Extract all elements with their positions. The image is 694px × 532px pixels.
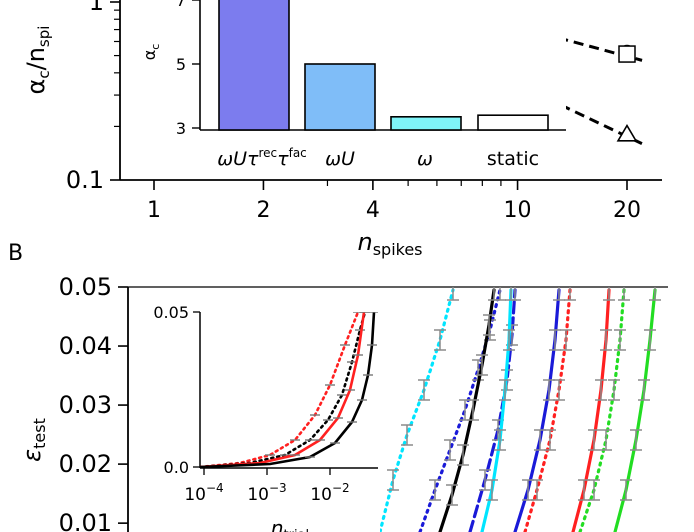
- panel-a-xtick-label-2: 4: [366, 198, 380, 223]
- panel-b: B 0.010.020.030.040.05 εtest 0.00.0510−4…: [8, 241, 668, 532]
- inset-b-xlabel-main: n: [271, 516, 284, 532]
- panel-a-inset-bar-chart: 3 5 7 αc ωUτrecτfac ωU ω static: [140, 0, 566, 178]
- panel-b-ytick-label-1: 0.02: [59, 450, 112, 478]
- panel-a-ytick-label-1: 1: [89, 0, 104, 16]
- xtick-exponent: −2: [332, 481, 350, 495]
- inset-bars: [218, 0, 549, 131]
- inset-b-curves: [200, 312, 378, 468]
- panel-b-curve-red-dotted: [523, 288, 572, 532]
- inset-ylabel: αc: [140, 44, 162, 61]
- panel-a-ylabel-sub1: c: [35, 70, 53, 78]
- xtick-exponent: −3: [269, 481, 287, 495]
- inset-bar-0: [218, 0, 290, 131]
- panel-a-ytick-label-0: 0.1: [66, 166, 104, 194]
- panel-a-xlabel-main: n: [357, 228, 372, 256]
- inset-b-ytick-label-1: 0.05: [153, 303, 189, 322]
- inset-category-label-2: ω: [417, 148, 433, 170]
- inset-b-curve-red-dotted: [200, 312, 360, 468]
- panel-a-xlabel-sub: spikes: [373, 240, 423, 259]
- xtick-base: 10: [247, 485, 269, 505]
- panel-b-ylabel-sub: test: [30, 418, 49, 449]
- panel-a: 0.11 1 2 4 10 20 αc/nspi nspikes 357 αc ωUτr…: [22, 0, 662, 259]
- panel-b-ytick-label-2: 0.03: [59, 391, 112, 419]
- panel-a-ylabel-main: α: [22, 79, 50, 95]
- panel-a-fit-upper: [412, 0, 643, 62]
- triangle-marker: [616, 123, 638, 142]
- inset-bar-3: [477, 114, 549, 131]
- panel-b-y-axis: 0.01 0.02 0.03 0.04 0.05: [59, 273, 668, 532]
- panel-b-curve-green-solid: [613, 288, 657, 532]
- xtick-base: 10: [184, 485, 206, 505]
- panel-b-ytick-label-0: 0.01: [59, 509, 112, 532]
- panel-a-ylabel-slash: /n: [22, 47, 50, 70]
- inset-ytick-label-1: 5: [176, 55, 186, 74]
- panel-b-curves: [378, 287, 661, 532]
- panel-a-y-axis: 0.11: [66, 0, 121, 194]
- panel-a-xtick-label-4: 20: [613, 198, 641, 223]
- panel-a-xtick-label-0: 1: [147, 198, 161, 223]
- square-marker: [618, 45, 636, 63]
- inset-category-label-0: ωUτrecτfac: [217, 146, 307, 170]
- panel-b-ylabel-main: ε: [18, 449, 46, 462]
- panel-a-xlabel: nspikes: [357, 228, 422, 259]
- panel-b-curve-green-dotted: [578, 288, 626, 532]
- inset-b-curve-red-solid: [200, 312, 366, 468]
- panel-label-b: B: [8, 241, 23, 266]
- panel-a-xtick-label-3: 10: [504, 198, 532, 223]
- xtick-base: 10: [310, 485, 332, 505]
- inset-category-label-3: static: [487, 148, 539, 170]
- panel-b-curve-black-solid: [438, 288, 496, 532]
- inset-b-xlabel-sub: trial: [284, 528, 310, 532]
- panel-b-ylabel: εtest: [18, 418, 49, 462]
- inset-ylabel-sub: c: [149, 44, 162, 50]
- panel-b-ytick-label-4: 0.05: [59, 273, 112, 301]
- panel-b-curve-cyan-dotted: [378, 288, 455, 532]
- inset-b-xtick-label-2: 10−2: [310, 481, 349, 505]
- panel-a-ylabel-sub2: spi: [35, 26, 53, 48]
- xtick-exponent: −4: [206, 481, 224, 495]
- panel-a-x-axis: 1 2 4 10 20: [120, 179, 662, 223]
- inset-category-label-1: ωU: [325, 148, 355, 170]
- panel-a-ylabel: αc/nspi: [22, 26, 53, 95]
- panel-a-xtick-label-1: 2: [256, 198, 270, 223]
- inset-bar-1: [304, 63, 376, 131]
- inset-ytick-label-2: 7: [176, 0, 186, 10]
- panel-b-curve-cyan-solid: [480, 288, 513, 532]
- inset-ytick-label-0: 3: [176, 119, 186, 138]
- inset-ylabel-main: α: [140, 50, 159, 61]
- inset-b-xlabel: ntrial: [271, 516, 309, 532]
- panel-b-ytick-label-3: 0.04: [59, 332, 112, 360]
- inset-bar-2: [390, 116, 462, 131]
- inset-b-curve-black-dotted: [200, 312, 367, 468]
- inset-b-xtick-label-1: 10−3: [247, 481, 286, 505]
- inset-b-ytick-label-0: 0.0: [164, 458, 189, 477]
- inset-b-xtick-label-0: 10−4: [184, 481, 223, 505]
